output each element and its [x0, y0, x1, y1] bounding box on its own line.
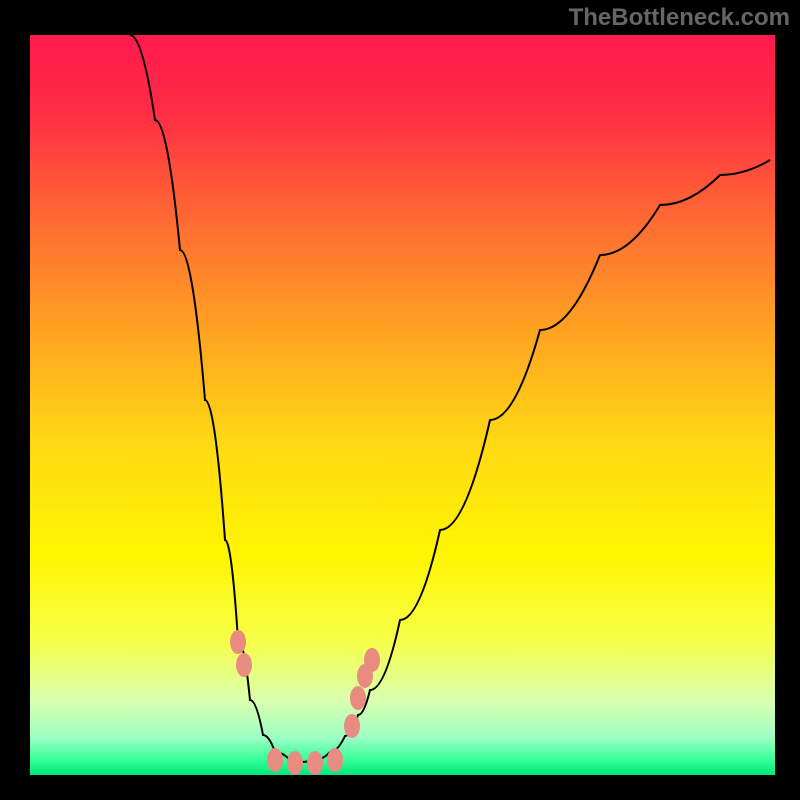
data-marker [327, 748, 343, 772]
data-marker [287, 751, 303, 775]
data-marker [236, 653, 252, 677]
chart-svg [0, 0, 800, 800]
watermark-text: TheBottleneck.com [569, 4, 790, 32]
data-marker [230, 630, 246, 654]
data-marker [344, 714, 360, 738]
data-marker [364, 648, 380, 672]
data-marker [307, 751, 323, 775]
plot-area [30, 35, 775, 775]
data-marker [350, 686, 366, 710]
chart-container: TheBottleneck.com [0, 0, 800, 800]
data-marker [267, 748, 283, 772]
